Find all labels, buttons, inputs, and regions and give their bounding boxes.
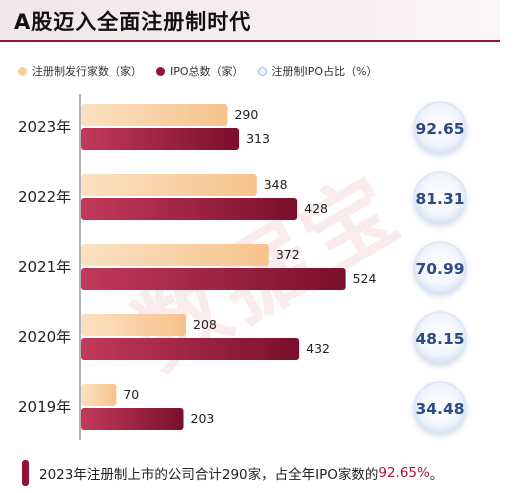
legend-register-label: 注册制发行家数（家） [32, 65, 142, 78]
bar-register [81, 174, 257, 196]
data-label-register: 372 [276, 247, 300, 262]
data-label-ipo: 428 [304, 201, 328, 216]
footnote-suffix: 。 [429, 467, 444, 483]
data-label-register: 208 [193, 317, 217, 332]
bar-register [81, 314, 187, 336]
bar-ipo [81, 408, 184, 430]
chart-rows: 2023年 290 313 92.65 2022年 348 428 81.31 2021年 372… [18, 101, 467, 435]
category-label: 2021年 [18, 258, 71, 276]
data-label-register: 70 [123, 387, 139, 402]
data-label-register: 290 [234, 107, 258, 122]
footnote-highlight: 92.65% [378, 465, 430, 481]
category-label: 2019年 [18, 398, 71, 416]
ratio-label: 81.31 [415, 190, 464, 208]
page-title: A股迈入全面注册制时代 [14, 10, 252, 34]
legend-item-ipo: IPO总数（家） [156, 63, 244, 79]
title-underline [0, 40, 500, 42]
ratio-bubble [413, 171, 467, 225]
legend-ratio-label: 注册制IPO占比（%） [271, 65, 378, 78]
legend-register-swatch [18, 66, 27, 76]
data-label-ipo: 313 [246, 131, 270, 146]
ratio-bubble [413, 101, 467, 155]
title-bar: A股迈入全面注册制时代 [0, 0, 500, 42]
legend-ipo-swatch [156, 66, 165, 76]
ratio-label: 92.65 [415, 120, 464, 138]
data-label-ipo: 432 [306, 341, 330, 356]
category-label: 2022年 [18, 188, 71, 206]
category-label: 2023年 [18, 118, 71, 136]
data-label-ipo: 524 [353, 271, 377, 286]
legend-ipo-label: IPO总数（家） [170, 65, 244, 78]
legend-ratio-swatch [257, 66, 267, 76]
bar-register [81, 384, 117, 406]
bar-chart: 2023年 290 313 92.65 2022年 348 428 81.31 2021年 372… [18, 94, 467, 440]
ratio-label: 70.99 [415, 260, 464, 278]
data-label-register: 348 [264, 177, 288, 192]
bar-ipo [81, 338, 300, 360]
ratio-bubble [413, 311, 467, 365]
bar-register [81, 104, 228, 126]
legend-item-register: 注册制发行家数（家） [18, 63, 142, 79]
data-label-ipo: 203 [191, 411, 215, 426]
bar-ipo [81, 198, 298, 220]
legend: 注册制发行家数（家） IPO总数（家） 注册制IPO占比（%） [18, 62, 392, 80]
ratio-bubble [413, 241, 467, 295]
ratio-label: 34.48 [415, 400, 464, 418]
ratio-bubble [413, 381, 467, 435]
ratio-label: 48.15 [415, 330, 464, 348]
footnote: 2023年注册制上市的公司合计290家，占全年IPO家数的 92.65%。 [22, 460, 443, 486]
bar-register [81, 244, 269, 266]
footnote-prefix: 2023年注册制上市的公司合计290家，占全年IPO家数的 [39, 467, 379, 483]
category-label: 2020年 [18, 328, 71, 346]
legend-item-ratio: 注册制IPO占比（%） [257, 63, 378, 79]
footnote-accent-bar [22, 460, 29, 486]
bar-ipo [81, 268, 346, 290]
bar-ipo [81, 128, 240, 150]
